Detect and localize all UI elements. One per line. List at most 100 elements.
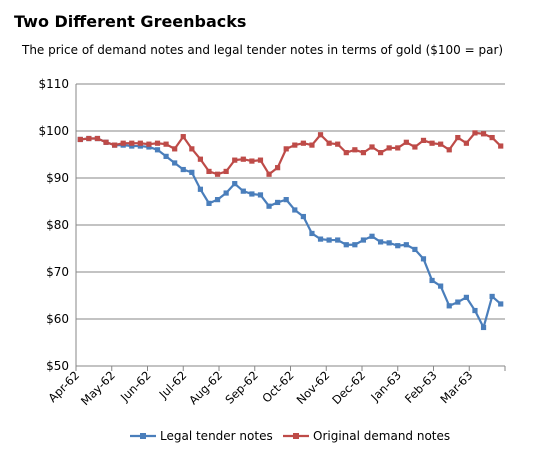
chart-title: Two Different Greenbacks — [14, 12, 247, 31]
data-point — [377, 239, 384, 245]
data-point — [103, 139, 109, 145]
data-point — [335, 141, 341, 147]
data-point — [360, 237, 367, 243]
data-point — [283, 197, 289, 203]
data-point — [352, 242, 358, 248]
y-tick-label: $90 — [46, 171, 69, 185]
data-point — [189, 146, 195, 152]
data-point — [112, 142, 118, 148]
data-point — [498, 143, 504, 149]
data-point — [129, 143, 135, 149]
data-point — [309, 230, 315, 237]
data-point — [206, 168, 212, 175]
data-point — [163, 153, 169, 159]
data-point — [317, 132, 324, 138]
data-point — [395, 145, 401, 151]
data-point — [197, 186, 204, 192]
x-tick-label: Apr-62 — [45, 368, 82, 405]
x-tick-label: Oct-62 — [259, 368, 296, 405]
data-point — [214, 171, 221, 177]
x-tick-label: Jun-62 — [117, 368, 154, 405]
x-tick-label: Aug-62 — [186, 368, 225, 407]
data-point — [369, 144, 375, 150]
data-point — [197, 156, 204, 162]
data-point — [275, 199, 281, 206]
data-point — [232, 157, 238, 163]
x-tick-label: Jan-63 — [367, 368, 403, 404]
data-point — [420, 137, 427, 143]
data-point — [300, 140, 306, 146]
data-point — [94, 135, 101, 142]
data-point — [206, 200, 212, 206]
data-point — [172, 160, 178, 166]
legend-marker — [140, 433, 146, 439]
data-point — [120, 140, 126, 146]
data-point — [283, 146, 289, 152]
x-tick-label: Nov-62 — [294, 368, 333, 407]
data-point — [326, 237, 332, 243]
data-point — [343, 150, 349, 156]
data-point — [240, 188, 246, 194]
y-tick-label: $60 — [46, 312, 69, 326]
data-point — [292, 207, 298, 213]
data-point — [403, 139, 409, 145]
data-point — [429, 277, 435, 284]
data-point — [335, 237, 341, 243]
data-point — [275, 165, 281, 171]
data-point — [86, 135, 92, 142]
data-point — [326, 140, 332, 146]
data-point — [189, 169, 195, 175]
data-point — [489, 293, 495, 300]
x-tick-label: May-62 — [78, 368, 118, 408]
data-point — [377, 150, 384, 156]
data-point — [480, 131, 487, 137]
data-point — [489, 134, 495, 141]
data-point — [472, 307, 478, 314]
legend-demand-notes: Original demand notes — [313, 429, 450, 443]
data-point — [386, 145, 392, 151]
y-tick-label: $80 — [46, 218, 69, 232]
x-tick-label: Dec-62 — [329, 368, 368, 407]
data-point — [240, 156, 246, 162]
data-point — [137, 143, 143, 149]
data-point — [446, 147, 452, 153]
data-point — [403, 242, 409, 248]
data-point — [343, 242, 349, 248]
data-point — [257, 157, 264, 163]
data-point — [223, 168, 229, 175]
data-point — [446, 303, 452, 309]
data-point — [249, 158, 255, 164]
y-tick-label: $70 — [46, 265, 69, 279]
data-point — [223, 190, 229, 196]
data-point — [154, 140, 161, 146]
data-point — [146, 141, 152, 147]
y-tick-label: $50 — [46, 359, 69, 373]
data-point — [180, 166, 186, 173]
data-point — [232, 181, 238, 187]
series-line-legal-tender — [80, 137, 502, 329]
data-point — [77, 136, 83, 143]
data-point — [420, 256, 427, 262]
data-point — [129, 140, 135, 146]
data-point — [463, 140, 469, 146]
data-point — [438, 283, 444, 289]
data-point — [180, 134, 186, 140]
data-point — [214, 197, 221, 203]
data-point — [438, 141, 444, 147]
data-point — [257, 192, 264, 198]
data-point — [266, 203, 272, 209]
data-point — [163, 141, 169, 147]
data-point — [172, 146, 178, 152]
data-point — [455, 299, 461, 305]
x-tick-label: Sep-62 — [222, 368, 261, 407]
series-line-demand-notes — [80, 131, 502, 176]
data-point — [412, 144, 418, 150]
data-point — [352, 147, 358, 153]
data-point — [317, 236, 324, 242]
legend-marker — [293, 433, 299, 439]
data-point — [455, 134, 461, 141]
y-tick-label: $110 — [38, 77, 69, 91]
data-point — [266, 171, 272, 177]
x-tick-label: Mar-63 — [437, 368, 475, 406]
